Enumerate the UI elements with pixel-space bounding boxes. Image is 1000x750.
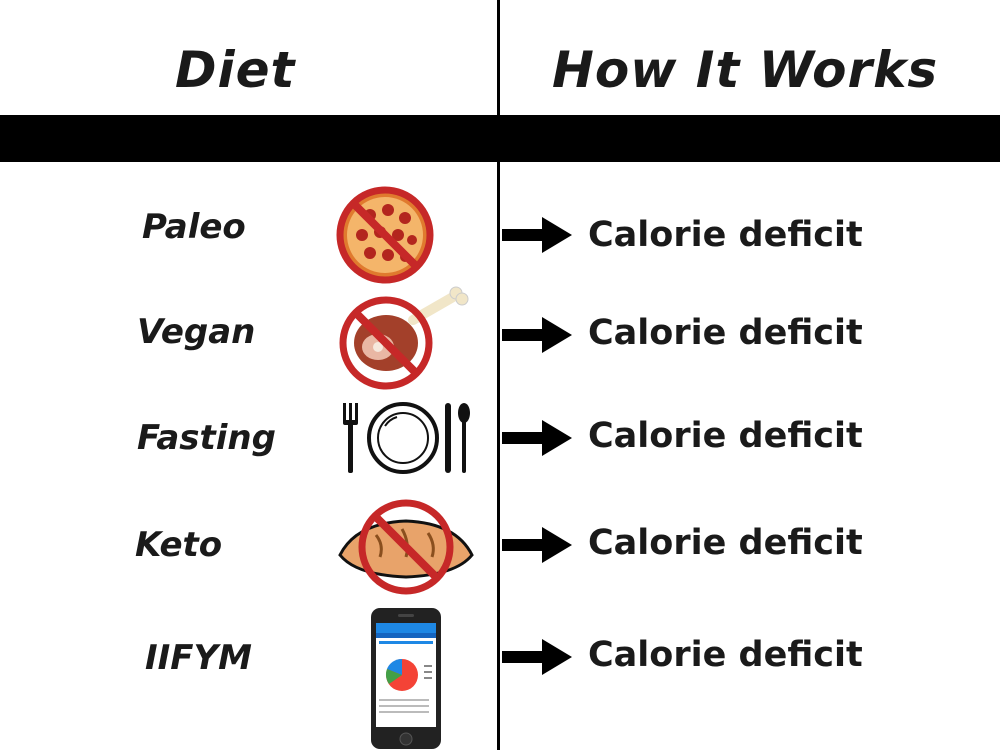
diet-row-keto: Keto Calorie deficit xyxy=(0,495,1000,595)
diet-name: IIFYM xyxy=(145,638,252,678)
arrow-icon xyxy=(502,217,572,253)
effect-text: Calorie deficit xyxy=(588,523,863,563)
diet-name: Paleo xyxy=(142,207,246,247)
phone-app-icon xyxy=(371,608,441,749)
diet-row-vegan: Vegan Calorie deficit xyxy=(0,285,1000,390)
diet-row-paleo: Paleo Calorie deficit xyxy=(0,185,1000,285)
no-bread-icon xyxy=(338,499,474,595)
column-divider xyxy=(497,0,500,750)
effect-text: Calorie deficit xyxy=(588,635,863,675)
arrow-icon xyxy=(502,420,572,456)
diet-name: Keto xyxy=(135,525,223,565)
header: Diet How It Works xyxy=(0,0,1000,115)
arrow-icon xyxy=(502,639,572,675)
effect-text: Calorie deficit xyxy=(588,215,863,255)
diet-column-title: Diet xyxy=(175,41,296,99)
no-pizza-icon xyxy=(336,186,434,284)
diet-row-iifym: IIFYM Calorie deficit xyxy=(0,605,1000,749)
how-it-works-column-title: How It Works xyxy=(552,41,939,99)
no-meat-icon xyxy=(339,286,469,390)
effect-text: Calorie deficit xyxy=(588,416,863,456)
header-separator-bar xyxy=(0,115,1000,162)
diet-name: Fasting xyxy=(137,418,276,458)
arrow-icon xyxy=(502,527,572,563)
diet-name: Vegan xyxy=(137,312,256,352)
empty-plate-icon xyxy=(343,402,470,474)
effect-text: Calorie deficit xyxy=(588,313,863,353)
diet-row-fasting: Fasting Calorie deficit xyxy=(0,398,1000,498)
arrow-icon xyxy=(502,317,572,353)
